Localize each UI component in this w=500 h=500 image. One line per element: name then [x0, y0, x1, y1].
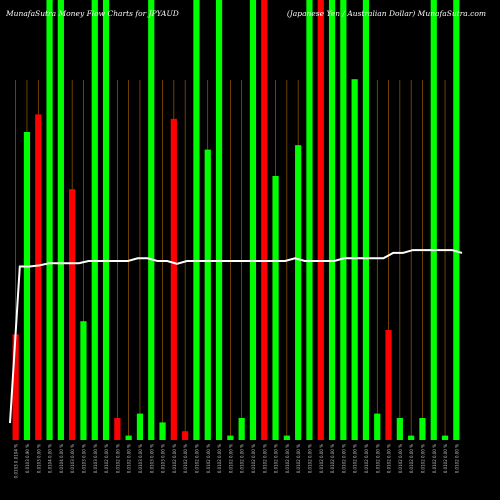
x-tick-label-21: 0.0102 0.00 % — [240, 444, 245, 473]
bar-16 — [182, 431, 189, 440]
chart-title: MunafaSutra Money Flow Charts for JPYAUD — [6, 9, 179, 18]
x-tick-label-4: 0.0104 0.00 % — [48, 444, 53, 473]
bar-38 — [430, 0, 437, 440]
bar-12 — [136, 413, 144, 440]
x-tick-label-16: 0.0102 0.00 % — [183, 444, 188, 473]
x-tick-label-31: 0.0102 0.00 % — [353, 444, 358, 473]
bar-4 — [46, 0, 53, 440]
x-tick-label-15: 0.0102 0.00 % — [172, 444, 177, 473]
bar-34 — [385, 330, 392, 440]
x-tick-label-7: 0.0103 0.00 % — [81, 444, 86, 473]
x-tick-label-9: 0.0102 0.00 % — [104, 444, 109, 473]
bar-20 — [227, 435, 234, 440]
bar-40 — [453, 0, 460, 440]
x-tick-label-6: 0.0103 0.00 % — [70, 444, 75, 473]
bar-2 — [23, 132, 31, 440]
bar-26 — [295, 145, 302, 440]
x-tick-label-32: 0.0102 0.00 % — [364, 444, 369, 473]
x-tick-label-40: 0.0102 0.00 % — [454, 444, 459, 473]
x-tick-label-28: 0.0102 0.00 % — [319, 444, 324, 473]
x-tick-label-36: 0.0102 0.00 % — [409, 444, 414, 473]
bar-25 — [283, 435, 290, 440]
x-tick-label-30: 0.0102 0.00 % — [341, 444, 346, 473]
bar-1 — [12, 334, 19, 440]
x-tick-label-26: 0.0102 0.00 % — [296, 444, 301, 473]
bar-9 — [102, 0, 110, 440]
bar-13 — [148, 0, 155, 440]
x-tick-label-13: 0.0103 0.00 % — [149, 444, 154, 473]
bar-30 — [340, 0, 347, 440]
price-line — [9, 249, 463, 424]
bar-22 — [249, 0, 257, 440]
x-tick-label-12: 0.0103 0.00 % — [138, 444, 143, 473]
x-tick-label-27: 0.0102 0.00 % — [307, 444, 312, 473]
bar-23 — [261, 0, 268, 440]
x-tick-label-35: 0.0102 0.00 % — [398, 444, 403, 473]
x-tick-label-34: 0.0102 0.00 % — [387, 444, 392, 473]
bar-21 — [238, 418, 245, 440]
x-tick-label-10: 0.0102 0.00 % — [115, 444, 120, 473]
x-axis-labels: 0.0103 0.0104 % 0.0103 0.90 % 0.0103 0.00 … — [14, 444, 460, 479]
bar-36 — [408, 435, 415, 440]
x-tick-label-14: 0.0103 0.00 % — [161, 444, 166, 473]
x-tick-label-19: 0.0102 0.00 % — [217, 444, 222, 473]
bar-31 — [351, 79, 358, 440]
x-tick-label-33: 0.0102 0.00 % — [375, 444, 380, 473]
x-tick-label-3: 0.0103 0.00 % — [36, 444, 41, 473]
x-tick-label-18: 0.0102 0.00 % — [206, 444, 211, 473]
bar-32 — [362, 0, 370, 440]
bars — [12, 0, 460, 441]
bar-6 — [69, 189, 76, 440]
bar-8 — [91, 0, 98, 440]
x-tick-label-24: 0.0102 0.00 % — [274, 444, 279, 473]
bar-7 — [80, 321, 87, 440]
x-tick-label-39: 0.0102 0.00 % — [443, 444, 448, 473]
bar-11 — [125, 435, 132, 440]
x-tick-label-8: 0.0103 0.00 % — [93, 444, 98, 473]
x-tick-label-38: 0.0102 0.00 % — [432, 444, 437, 473]
chart-subtitle: (Japanese Yen / Australian Dollar) Munaf… — [286, 9, 486, 18]
bar-17 — [193, 0, 200, 440]
x-tick-label-20: 0.0102 0.00 % — [228, 444, 233, 473]
x-tick-label-23: 0.0102 0.00 % — [262, 444, 267, 473]
bar-3 — [35, 114, 42, 441]
bar-28 — [317, 0, 324, 440]
bar-33 — [374, 413, 381, 440]
bar-18 — [204, 149, 211, 440]
bar-27 — [306, 0, 313, 440]
bar-19 — [215, 0, 223, 440]
x-tick-label-22: 0.0102 0.00 % — [251, 444, 256, 473]
x-tick-label-25: 0.0102 0.00 % — [285, 444, 290, 473]
bar-5 — [57, 0, 64, 440]
x-tick-label-17: 0.0102 0.00 % — [194, 444, 199, 473]
bar-37 — [419, 418, 426, 440]
x-tick-label-37: 0.0102 0.00 % — [420, 444, 425, 473]
x-tick-label-11: 0.0102 0.00 % — [127, 444, 132, 473]
bar-39 — [441, 435, 449, 440]
x-tick-label-29: 0.0102 0.00 % — [330, 444, 335, 473]
x-tick-label-5: 0.0104 0.00 % — [59, 444, 64, 473]
bar-24 — [272, 176, 279, 440]
bar-14 — [159, 422, 166, 440]
x-tick-label-2: 0.0103 0.90 % — [25, 444, 30, 473]
bar-10 — [114, 418, 121, 440]
bar-35 — [396, 418, 403, 440]
bar-29 — [328, 0, 336, 440]
bar-15 — [170, 118, 177, 441]
x-tick-label-1: 0.0103 0.0104 % — [14, 444, 19, 479]
